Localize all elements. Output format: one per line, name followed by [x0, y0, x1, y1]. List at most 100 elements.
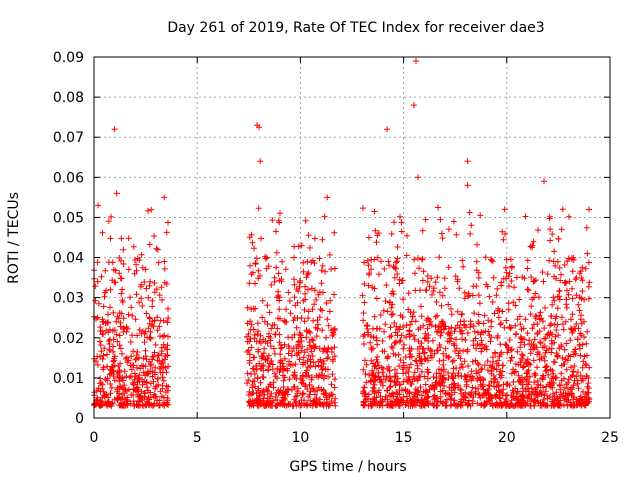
data-point — [497, 368, 504, 375]
data-point — [377, 312, 384, 318]
data-point — [157, 317, 164, 324]
data-point — [480, 386, 487, 393]
data-point — [99, 318, 106, 325]
data-point — [500, 362, 506, 369]
data-point — [495, 357, 502, 364]
data-point — [496, 371, 503, 378]
data-point — [315, 362, 322, 369]
data-point — [586, 206, 592, 213]
data-point — [147, 363, 154, 369]
data-point — [106, 347, 113, 354]
data-point — [110, 348, 117, 355]
data-point — [391, 366, 398, 373]
data-point — [286, 376, 293, 383]
data-point — [584, 383, 591, 390]
data-point — [100, 352, 107, 359]
data-point — [254, 320, 261, 327]
data-point — [325, 322, 332, 329]
data-point — [106, 371, 113, 378]
data-point — [103, 327, 110, 334]
data-point — [319, 307, 326, 314]
data-point — [476, 300, 483, 307]
data-point — [475, 292, 482, 299]
data-point — [418, 368, 425, 375]
y-tick-label: 0.02 — [53, 331, 84, 347]
data-point — [493, 366, 500, 373]
data-point — [419, 256, 426, 262]
data-point — [400, 364, 407, 371]
data-point — [540, 372, 546, 379]
data-point — [558, 342, 565, 348]
data-point — [109, 400, 116, 406]
data-point — [273, 249, 280, 256]
data-point — [125, 266, 132, 273]
data-point — [476, 391, 483, 398]
data-point — [415, 326, 422, 333]
data-point — [539, 344, 546, 351]
data-point — [374, 353, 381, 360]
data-point — [388, 343, 395, 350]
data-point — [482, 328, 489, 335]
data-point — [563, 301, 570, 308]
data-point — [563, 280, 570, 287]
data-point — [322, 366, 329, 373]
data-point — [392, 339, 399, 346]
data-point — [563, 381, 570, 388]
data-point — [578, 295, 585, 302]
data-point — [152, 341, 159, 348]
data-point — [157, 388, 164, 395]
data-point — [376, 271, 382, 278]
data-point — [360, 310, 367, 316]
y-tick-label: 0.06 — [53, 170, 84, 186]
data-point — [331, 353, 338, 360]
data-point — [583, 362, 590, 369]
data-point — [277, 400, 283, 407]
data-point — [556, 381, 563, 388]
data-point — [524, 257, 531, 264]
plot-frame — [93, 56, 611, 419]
data-point — [302, 217, 309, 224]
data-point — [94, 361, 101, 368]
data-point — [119, 350, 125, 357]
data-point — [462, 337, 469, 343]
data-point — [361, 299, 368, 306]
data-point — [541, 400, 548, 407]
data-point — [116, 367, 123, 373]
data-point — [563, 396, 570, 403]
data-point — [537, 399, 544, 406]
data-point — [439, 387, 446, 394]
data-point — [363, 361, 370, 368]
data-point — [392, 329, 399, 336]
data-point — [571, 363, 578, 369]
data-point — [517, 321, 524, 328]
data-point — [559, 355, 566, 361]
data-point — [575, 385, 582, 392]
data-point — [514, 396, 521, 403]
data-point — [288, 352, 295, 359]
data-point — [142, 347, 149, 354]
data-point — [418, 303, 424, 310]
data-point — [277, 210, 283, 217]
data-point — [299, 391, 306, 398]
data-point — [365, 282, 372, 289]
data-point — [295, 341, 302, 348]
data-point — [419, 227, 426, 234]
data-point — [506, 270, 513, 277]
data-point — [568, 384, 575, 391]
data-point — [389, 399, 396, 406]
data-point — [511, 369, 518, 376]
data-point — [108, 213, 115, 220]
data-point — [481, 312, 488, 319]
data-point — [556, 264, 563, 271]
data-point — [325, 373, 332, 380]
data-point — [142, 390, 149, 397]
data-point — [311, 388, 318, 395]
data-point — [418, 340, 425, 347]
data-point — [138, 281, 145, 288]
data-point — [264, 357, 271, 364]
data-point — [413, 58, 419, 64]
data-point — [129, 332, 136, 339]
data-point — [405, 290, 412, 297]
data-point — [293, 286, 300, 292]
data-point — [107, 381, 114, 387]
